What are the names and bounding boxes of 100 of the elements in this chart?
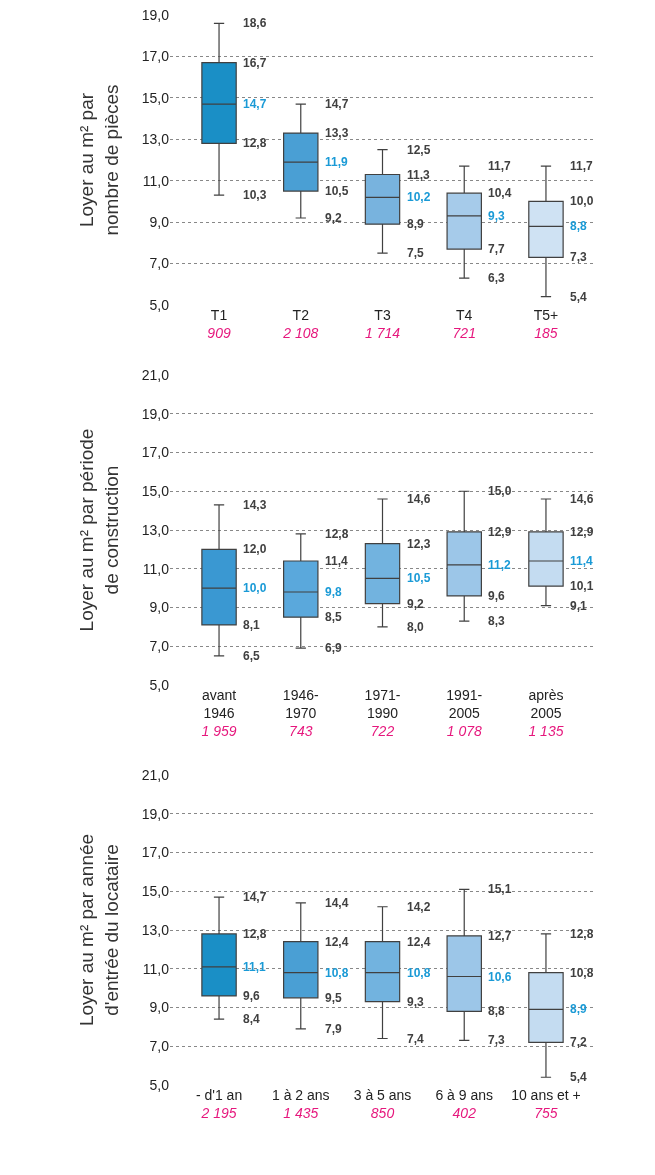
text: 10,0 (570, 194, 594, 208)
y-tick-label: 5,0 (149, 1076, 170, 1093)
text: 7,3 (488, 1033, 505, 1047)
text: 6,3 (488, 271, 505, 285)
x-tick-label: après 2005 (528, 687, 564, 722)
text: 12,5 (407, 143, 431, 157)
text: 14,7 (325, 97, 349, 111)
y-tick-label: 11,0 (142, 960, 170, 977)
y-tick-label: 9,0 (149, 214, 170, 231)
text: 14,4 (325, 896, 349, 910)
text: 8,8 (570, 219, 587, 233)
text: 6,9 (325, 641, 342, 655)
y-tick-label: 11,0 (142, 172, 170, 189)
y-axis-title: Loyer au m² par période de construction (75, 428, 122, 632)
text: 722 (370, 723, 395, 740)
text: 7,3 (570, 250, 587, 264)
y-tick-label: 7,0 (149, 638, 170, 655)
x-tick-label: 1946- 1970 (282, 687, 320, 722)
text: 11,2 (488, 558, 511, 572)
text: 7,7 (488, 242, 505, 256)
text: 1 959 (201, 723, 237, 740)
y-tick-label: 15,0 (141, 89, 170, 106)
text: 7,4 (407, 1032, 424, 1046)
text: 10,2 (407, 190, 431, 204)
text: 12,4 (407, 935, 431, 949)
text: 13,3 (325, 126, 349, 140)
text: 10,6 (488, 970, 512, 984)
text: 15,1 (488, 882, 512, 896)
text: 7,5 (407, 246, 424, 260)
text: 12,4 (325, 935, 349, 949)
text: 18,6 (243, 16, 267, 30)
text: 10,5 (325, 184, 349, 198)
x-tick-label: 1991- 2005 (446, 687, 483, 722)
text: 8,1 (243, 618, 260, 632)
text: 8,3 (488, 614, 505, 628)
text: 14,7 (243, 890, 267, 904)
text: 12,7 (488, 929, 512, 943)
x-tick-label: T4 (456, 307, 473, 323)
text: 11,3 (407, 168, 430, 182)
text: 9,6 (243, 989, 260, 1003)
x-tick-label: 10 ans et + (511, 1087, 581, 1103)
text: 12,8 (325, 527, 349, 541)
text: 9,1 (570, 599, 587, 613)
y-tick-label: 15,0 (141, 483, 170, 500)
text: 185 (534, 325, 558, 342)
text: 9,2 (325, 211, 342, 225)
text: 6,5 (243, 649, 260, 663)
y-tick-label: 9,0 (149, 999, 170, 1016)
text: 1 135 (528, 723, 564, 740)
y-tick-label: 19,0 (141, 6, 170, 23)
text: 12,0 (243, 542, 267, 556)
text: 10,0 (243, 581, 267, 595)
text: 5,4 (570, 290, 587, 304)
text: 10,8 (325, 966, 349, 980)
text: 15,0 (488, 484, 512, 498)
text: 402 (452, 1105, 477, 1122)
text: 1 435 (283, 1105, 319, 1122)
text: 14,6 (407, 492, 431, 506)
text: 14,6 (570, 492, 594, 506)
x-tick-label: avant 1946 (201, 687, 237, 722)
text: 850 (370, 1105, 395, 1122)
text: 909 (207, 325, 231, 342)
x-tick-label: T1 (210, 307, 228, 323)
text: 12,9 (570, 525, 594, 539)
text: 12,8 (570, 927, 594, 941)
text: 10,4 (488, 186, 512, 200)
y-tick-label: 13,0 (141, 921, 170, 938)
y-axis-title: Loyer au m² par nombre de pièces (75, 84, 122, 236)
y-tick-label: 19,0 (141, 405, 170, 422)
text: 10,3 (243, 188, 267, 202)
text: 10,8 (407, 966, 431, 980)
text: 8,9 (407, 217, 424, 231)
text: 11,4 (570, 554, 593, 568)
x-tick-label: T2 (292, 307, 310, 323)
y-tick-label: 17,0 (141, 48, 170, 65)
y-tick-label: 13,0 (141, 131, 170, 148)
text: 10,8 (570, 966, 594, 980)
y-tick-label: 13,0 (141, 521, 170, 538)
text: 743 (289, 723, 313, 740)
text: 9,3 (488, 209, 505, 223)
text: 11,4 (325, 554, 348, 568)
y-tick-label: 17,0 (141, 844, 170, 861)
text: 1 714 (364, 325, 401, 342)
text: 14,7 (243, 97, 267, 111)
x-tick-label: T3 (374, 307, 391, 323)
text: 12,8 (243, 136, 267, 150)
text: 7,2 (570, 1035, 587, 1049)
y-tick-label: 9,0 (149, 599, 170, 616)
text: 8,8 (488, 1004, 505, 1018)
y-tick-label: 7,0 (149, 1038, 170, 1055)
text: 8,0 (407, 620, 424, 634)
y-tick-label: 5,0 (149, 676, 170, 693)
y-tick-label: 11,0 (142, 560, 170, 577)
text: 2 195 (200, 1105, 237, 1122)
text: 14,2 (407, 900, 431, 914)
text: 1 078 (446, 723, 482, 740)
text: 9,6 (488, 589, 505, 603)
x-tick-label: T5+ (533, 307, 559, 323)
text: 10,5 (407, 571, 431, 585)
text: 14,3 (243, 498, 267, 512)
